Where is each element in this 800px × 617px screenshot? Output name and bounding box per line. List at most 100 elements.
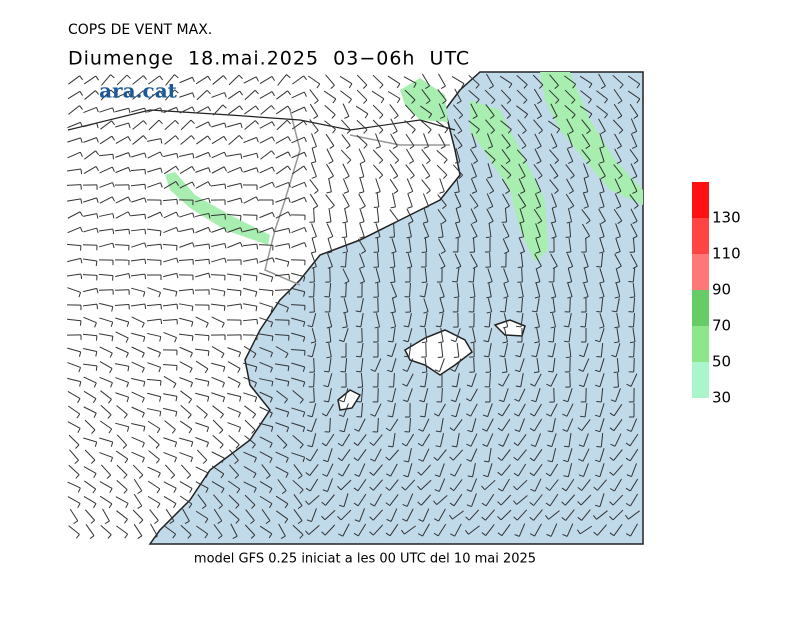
wind-barb: [385, 456, 390, 461]
wind-barb: [243, 152, 257, 158]
wind-barb: [243, 287, 257, 293]
wind-barb: [373, 434, 383, 446]
wind-barb: [309, 119, 319, 131]
wind-barb: [259, 227, 273, 233]
wind-barb: [69, 508, 79, 522]
wind-barb: [191, 321, 194, 327]
wind-barb: [175, 135, 179, 140]
wind-barb: [393, 220, 399, 225]
wind-barb: [374, 448, 382, 462]
wind-barb: [276, 90, 288, 100]
wind-barb: [616, 145, 622, 149]
wind-barb: [612, 509, 624, 521]
wind-barb: [156, 488, 161, 494]
wind-barb: [515, 385, 521, 388]
colorbar-segment: [692, 290, 709, 326]
wind-barb: [533, 509, 543, 521]
colorbar-label: 110: [712, 245, 741, 263]
wind-barb: [259, 272, 273, 278]
wind-barb: [421, 179, 431, 191]
wind-barb: [163, 211, 177, 219]
wind-barb: [297, 520, 303, 525]
wind-barb: [274, 289, 290, 291]
wind-barb: [275, 301, 289, 309]
wind-barb: [469, 296, 476, 299]
wind-barb: [309, 179, 319, 191]
wind-barb: [271, 150, 275, 156]
wind-barb: [68, 464, 80, 476]
wind-barb: [327, 448, 333, 462]
wind-barb: [564, 494, 576, 506]
wind-barb: [632, 267, 636, 283]
wind-barb: [176, 273, 179, 279]
wind-barb: [561, 487, 567, 492]
wind-barb: [164, 525, 176, 535]
wind-barb: [346, 159, 352, 164]
wind-barb: [212, 405, 224, 415]
wind-barb: [116, 464, 128, 476]
wind-barb: [288, 197, 291, 203]
wind-barb: [388, 149, 400, 161]
wind-barb: [344, 208, 348, 222]
wind-barb: [143, 120, 147, 125]
wind-barb: [380, 98, 385, 104]
wind-barb: [604, 98, 608, 104]
wind-barb: [340, 479, 352, 491]
wind-barb: [581, 209, 591, 221]
wind-barb: [179, 165, 193, 175]
wind-barb: [163, 407, 177, 413]
wind-barb: [408, 342, 412, 358]
wind-barb: [616, 357, 620, 373]
wind-barb: [531, 310, 537, 313]
wind-barb: [270, 276, 274, 282]
wind-barb: [434, 369, 440, 373]
wind-barb: [286, 427, 290, 433]
wind-barb: [93, 382, 97, 388]
wind-barb: [259, 391, 273, 399]
wind-barb: [229, 449, 239, 461]
wind-barb: [314, 100, 319, 104]
wind-barb: [407, 328, 413, 342]
wind-barb: [391, 296, 397, 299]
wind-barb: [576, 529, 581, 535]
wind-barb: [96, 288, 99, 294]
wind-barb: [158, 352, 161, 358]
wind-barb: [455, 403, 461, 417]
wind-barb: [521, 205, 526, 210]
wind-barb: [457, 145, 463, 150]
wind-barb: [285, 473, 289, 478]
wind-barb: [275, 181, 289, 189]
wind-barb: [424, 283, 428, 297]
wind-barb: [566, 118, 574, 132]
wind-barb: [82, 333, 98, 337]
wind-barb: [391, 358, 397, 372]
wind-barb: [223, 366, 226, 372]
wind-barb: [188, 398, 193, 404]
wind-barb: [631, 130, 637, 134]
wind-barb: [343, 238, 349, 252]
wind-barb: [421, 433, 431, 447]
wind-barb: [425, 175, 431, 180]
wind-barb: [338, 414, 344, 418]
wind-barb: [449, 427, 455, 432]
wind-barb: [360, 298, 364, 312]
wind-barb: [261, 508, 271, 522]
wind-barb: [286, 307, 289, 313]
wind-barb: [250, 520, 255, 524]
wind-barb: [95, 150, 100, 156]
wind-barb: [286, 119, 291, 125]
wind-barb: [159, 90, 163, 95]
wind-barb: [328, 388, 332, 402]
wind-barb: [423, 311, 429, 314]
wind-barb: [179, 420, 193, 430]
wind-barb: [599, 238, 605, 252]
wind-barb: [486, 208, 494, 222]
wind-barb: [311, 253, 317, 267]
wind-barb: [236, 488, 241, 494]
wind-barb: [176, 227, 179, 233]
wind-barb: [419, 415, 426, 418]
wind-barb: [630, 373, 638, 387]
wind-barb: [128, 108, 131, 114]
wind-barb: [95, 166, 99, 172]
wind-barb: [310, 251, 316, 254]
